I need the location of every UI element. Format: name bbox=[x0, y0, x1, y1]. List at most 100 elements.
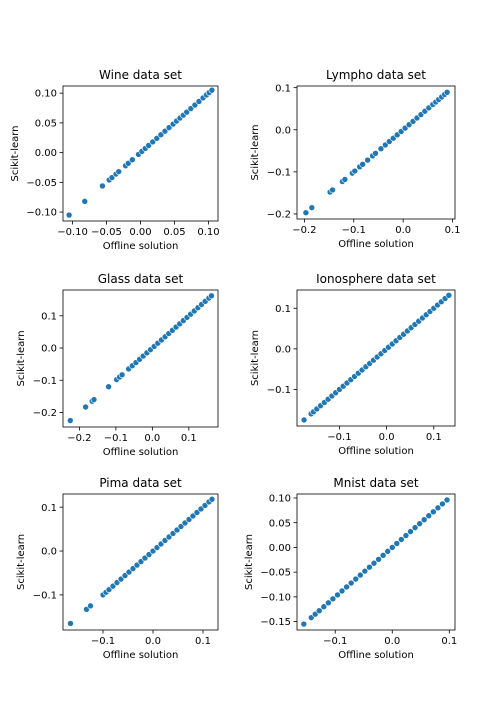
plot-frame bbox=[296, 493, 456, 631]
data-points bbox=[66, 292, 215, 424]
x-tick-label: 0.0 bbox=[395, 225, 411, 236]
chart-3: −0.2 −0.1 0.0 0.1 −0.2 −0.1 0.0 0.1 Glass data s… bbox=[16, 272, 219, 458]
chart-title: Glass data set bbox=[98, 272, 184, 286]
chart-5: −0.1 0.0 0.1 −0.1 0.0 0.1 Pima data set Offline… bbox=[16, 476, 219, 661]
data-point bbox=[81, 198, 89, 205]
y-tick-label: 0.10 bbox=[269, 494, 291, 505]
data-point bbox=[439, 500, 446, 508]
y-tick-label: 0.1 bbox=[275, 304, 291, 315]
plot-frame bbox=[296, 85, 456, 220]
x-tick-label: −0.1 bbox=[323, 636, 347, 647]
data-points bbox=[300, 496, 451, 628]
data-point bbox=[357, 571, 364, 579]
y-tick-label: 0.05 bbox=[35, 118, 57, 129]
data-point bbox=[325, 599, 332, 607]
x-axis-label: Offline solution bbox=[338, 446, 414, 457]
data-point bbox=[145, 142, 152, 149]
data-point bbox=[434, 504, 442, 512]
chart-4: −0.1 0.0 0.1 −0.1 0.0 0.1 Ionosphere data set O… bbox=[250, 272, 456, 457]
chart-title: Mnist data set bbox=[333, 476, 419, 490]
y-tick-label: 0.05 bbox=[269, 518, 291, 529]
y-axis-label: Scikit-learn bbox=[244, 534, 255, 590]
data-point bbox=[161, 127, 169, 135]
x-tick-label: 0.00 bbox=[129, 227, 151, 238]
y-tick-label: −0.10 bbox=[26, 208, 57, 219]
data-point bbox=[65, 211, 73, 219]
x-tick-label: 0.0 bbox=[145, 636, 161, 647]
y-axis-label: Scikit-learn bbox=[16, 534, 27, 590]
y-tick-label: 0.0 bbox=[41, 344, 57, 355]
data-point bbox=[82, 403, 89, 411]
data-point bbox=[361, 567, 369, 575]
data-point bbox=[379, 552, 387, 559]
y-tick-label: 0.1 bbox=[41, 311, 57, 322]
y-tick-label: 0.1 bbox=[41, 503, 57, 514]
data-point bbox=[334, 591, 341, 599]
y-tick-label: −0.1 bbox=[33, 376, 57, 387]
data-point bbox=[384, 548, 391, 555]
data-point bbox=[308, 204, 316, 211]
y-axis-label: Scikit-learn bbox=[250, 124, 261, 180]
data-point bbox=[375, 555, 382, 563]
x-tick-label: −0.1 bbox=[91, 636, 115, 647]
y-tick-label: 0.00 bbox=[35, 148, 57, 159]
chart-1: −0.10 −0.05 0.00 0.05 0.10−0.10−0.050.000.05… bbox=[10, 68, 220, 252]
chart-title: Lympho data set bbox=[326, 68, 426, 82]
data-point bbox=[398, 536, 405, 543]
data-point bbox=[359, 160, 366, 168]
data-point bbox=[366, 563, 373, 571]
x-tick-label: −0.10 bbox=[57, 227, 88, 238]
chart-title: Ionosphere data set bbox=[316, 272, 436, 286]
data-point bbox=[443, 89, 451, 96]
x-tick-label: −0.2 bbox=[67, 433, 91, 444]
data-point bbox=[99, 182, 106, 190]
data-points bbox=[65, 86, 216, 219]
data-point bbox=[388, 544, 396, 551]
chart-title: Pima data set bbox=[99, 476, 182, 490]
data-point bbox=[370, 559, 378, 567]
data-point bbox=[425, 512, 433, 520]
data-point bbox=[87, 602, 94, 610]
y-tick-label: −0.05 bbox=[26, 178, 57, 189]
data-point bbox=[208, 495, 216, 503]
x-tick-label: 0.1 bbox=[426, 432, 442, 443]
y-tick-label: −0.10 bbox=[260, 592, 291, 603]
plot-frame bbox=[62, 289, 219, 428]
y-tick-label: −0.15 bbox=[260, 617, 291, 628]
y-tick-label: 0.1 bbox=[275, 83, 291, 94]
data-point bbox=[67, 620, 74, 627]
x-axis-label: Offline solution bbox=[338, 650, 414, 661]
data-point bbox=[300, 620, 308, 628]
data-point bbox=[187, 105, 195, 112]
data-point bbox=[302, 209, 310, 216]
y-tick-label: −0.1 bbox=[33, 591, 57, 602]
y-tick-label: −0.1 bbox=[267, 385, 291, 396]
data-point bbox=[129, 156, 136, 164]
plot-frame bbox=[296, 289, 456, 427]
data-point bbox=[66, 417, 74, 424]
data-point bbox=[343, 583, 350, 591]
data-point bbox=[430, 508, 437, 516]
y-axis-label: Scikit-learn bbox=[10, 125, 21, 181]
x-axis-label: Offline solution bbox=[103, 650, 179, 661]
data-point bbox=[115, 168, 123, 175]
x-axis-label: Offline solution bbox=[103, 447, 179, 458]
data-point bbox=[445, 291, 453, 299]
chart-2: −0.2 −0.1 0.0 0.1 −0.2 −0.1 0.0 0.1 Lympho data … bbox=[250, 68, 460, 250]
x-tick-label: −0.1 bbox=[104, 433, 128, 444]
data-point bbox=[320, 603, 328, 611]
data-point bbox=[411, 524, 419, 531]
x-tick-label: −0.1 bbox=[327, 432, 351, 443]
data-point bbox=[183, 108, 191, 116]
x-tick-label: 0.10 bbox=[197, 227, 219, 238]
data-point bbox=[351, 167, 359, 175]
plot-frame bbox=[62, 493, 219, 631]
data-points bbox=[302, 89, 451, 216]
data-point bbox=[300, 416, 308, 424]
data-point bbox=[352, 575, 360, 583]
y-tick-label: −0.1 bbox=[267, 167, 291, 178]
data-point bbox=[443, 496, 451, 504]
x-tick-label: −0.05 bbox=[91, 227, 122, 238]
data-point bbox=[402, 532, 410, 539]
